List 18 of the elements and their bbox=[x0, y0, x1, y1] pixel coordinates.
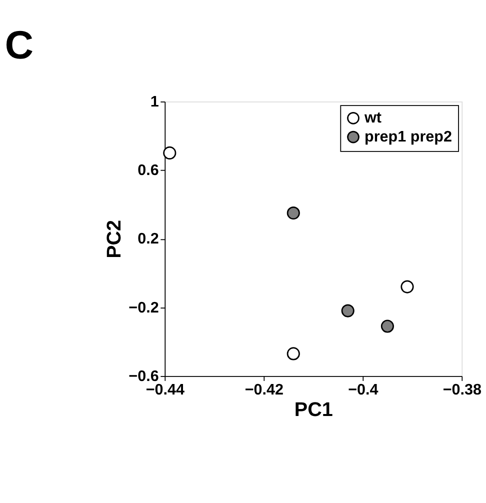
x-axis-title: PC1 bbox=[294, 399, 333, 422]
y-tick-label: −0.2 bbox=[128, 299, 159, 316]
x-tick-label: −0.42 bbox=[244, 381, 284, 398]
y-tick-label: 1 bbox=[150, 93, 160, 110]
y-tick-label: 0.6 bbox=[138, 162, 159, 180]
legend-label: wt bbox=[364, 110, 382, 127]
x-tick-label: −0.4 bbox=[348, 381, 379, 398]
point bbox=[163, 146, 176, 160]
y-axis-title: PC2 bbox=[104, 220, 126, 258]
legend-label: prep1 prep2 bbox=[364, 128, 452, 146]
point bbox=[341, 304, 354, 318]
y-tick-label: 0.2 bbox=[138, 230, 159, 248]
x-tick-label: −0.38 bbox=[442, 381, 482, 398]
point bbox=[286, 347, 300, 360]
point bbox=[286, 206, 300, 220]
point bbox=[380, 320, 394, 333]
point bbox=[400, 280, 414, 294]
chart-title: C bbox=[4, 23, 34, 68]
